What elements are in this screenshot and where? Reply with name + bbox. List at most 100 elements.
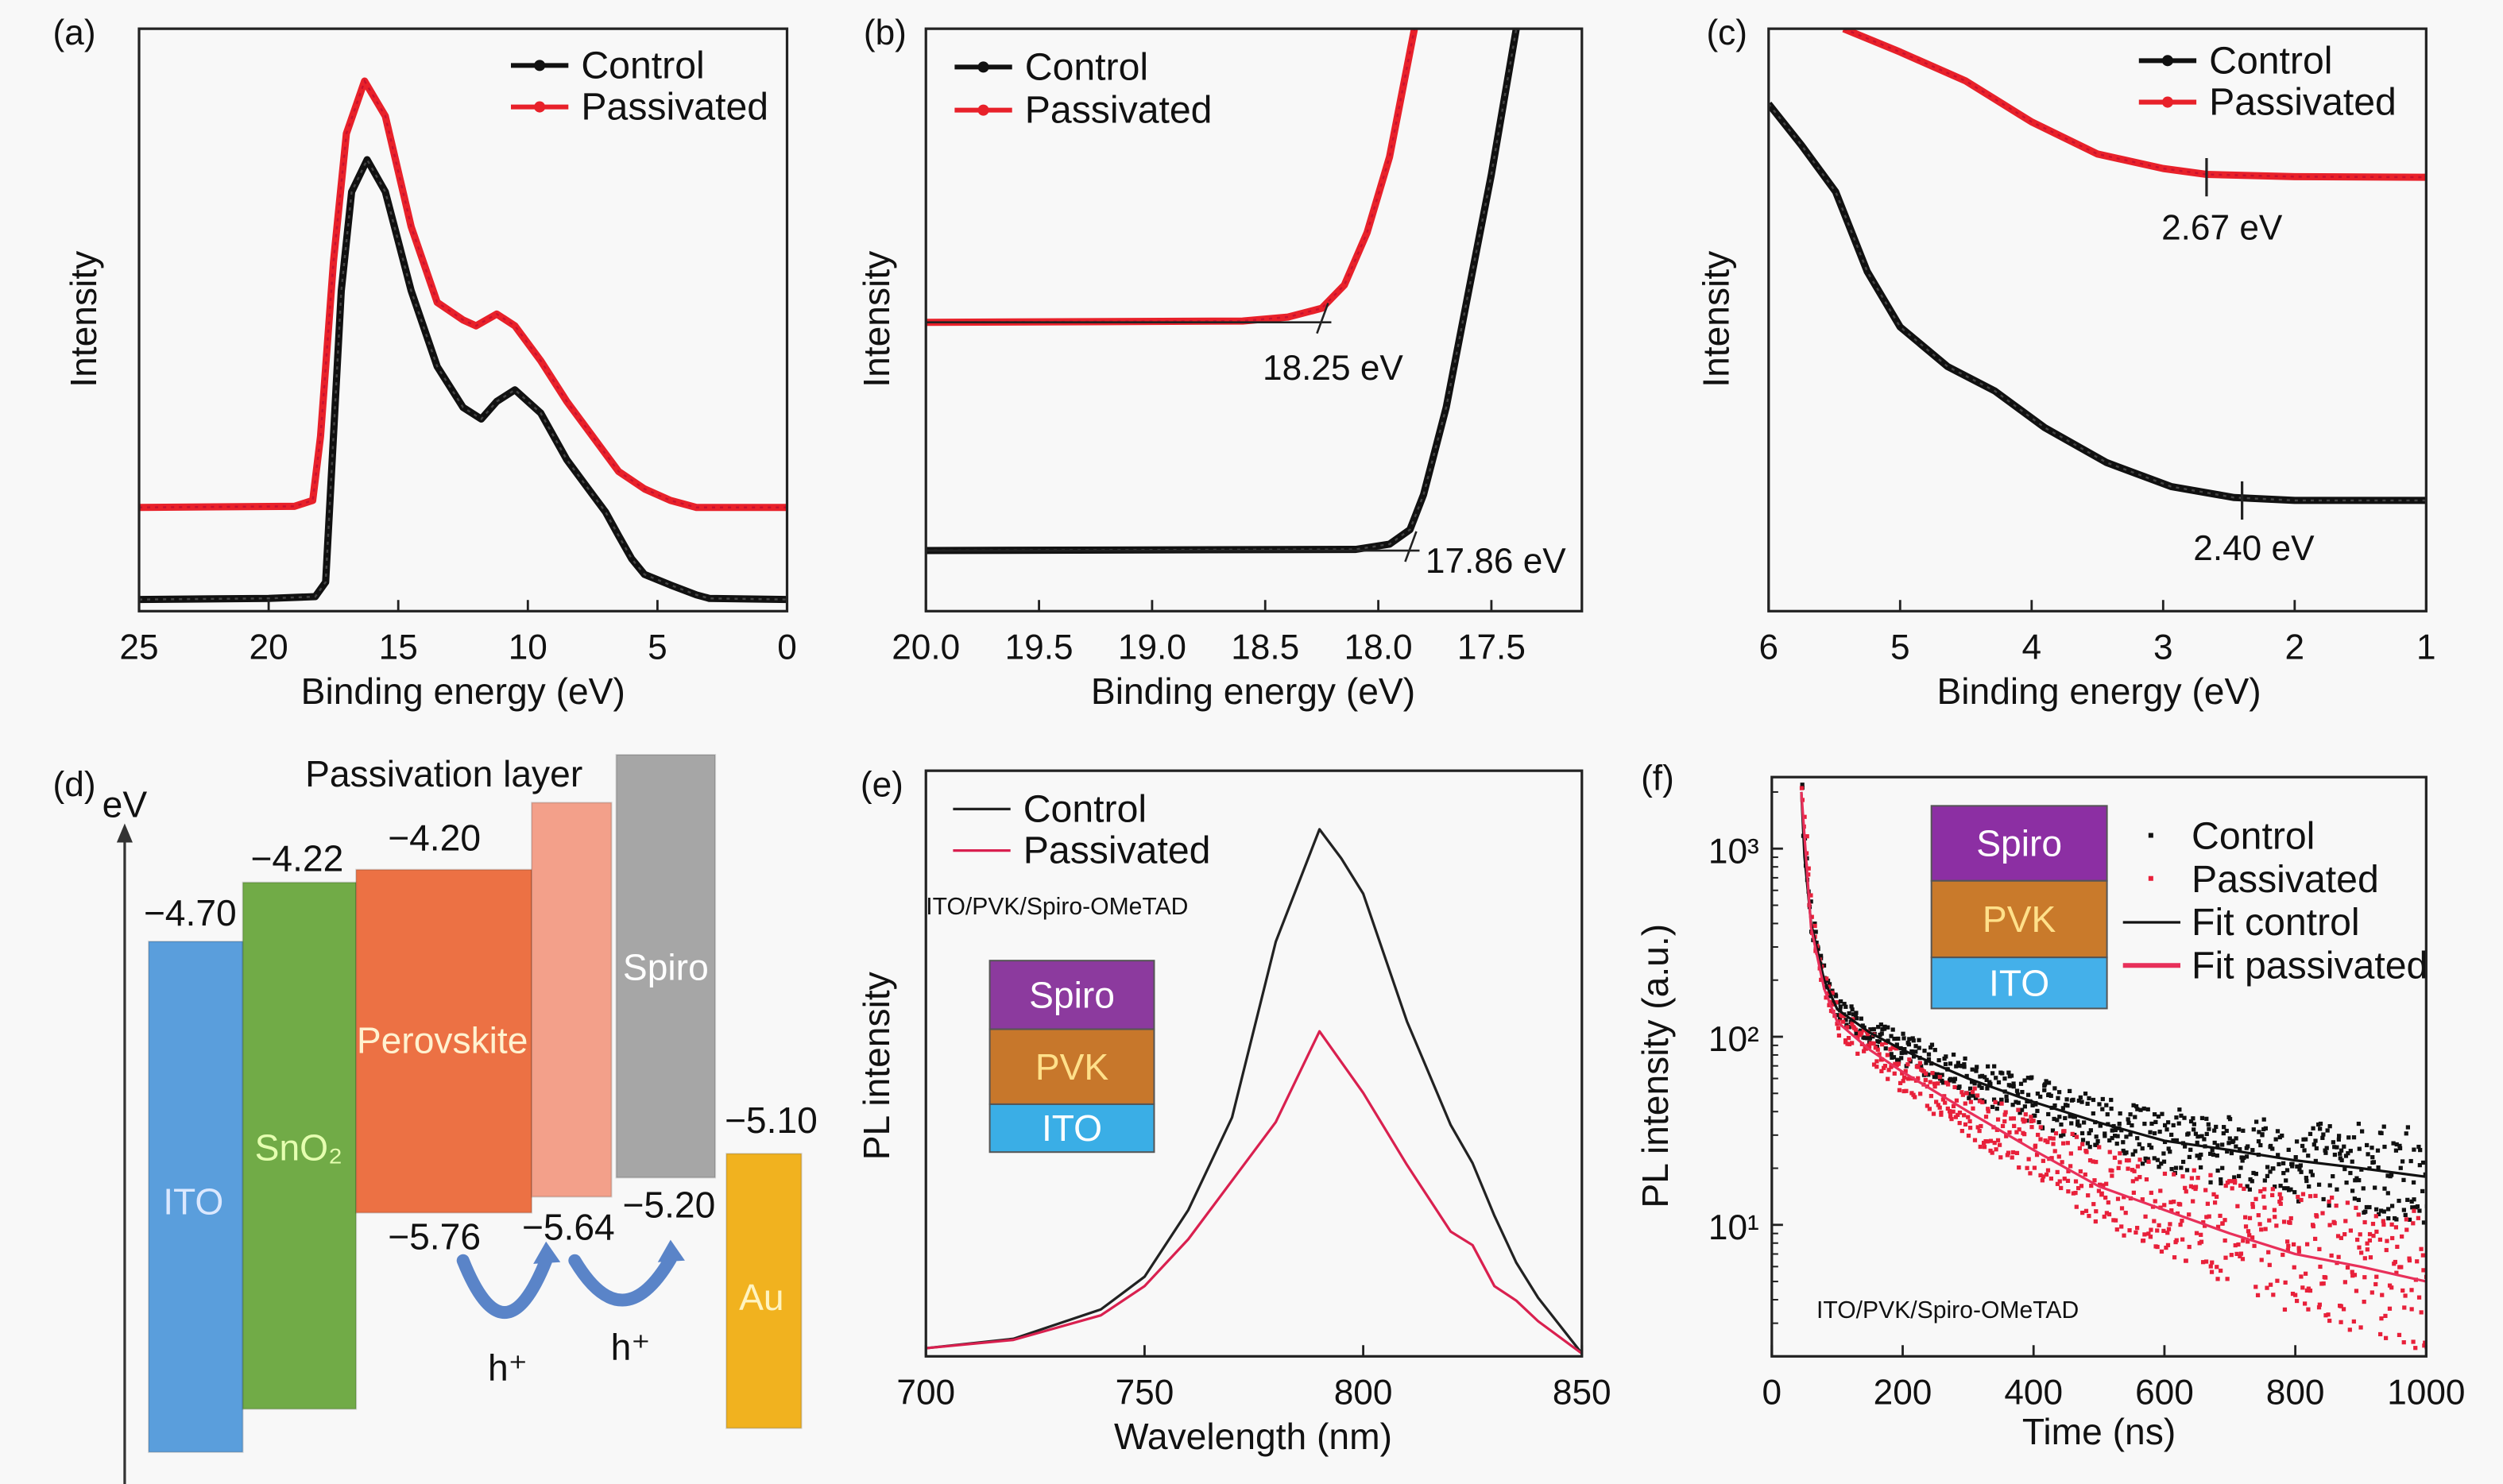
scatter-point	[2152, 1112, 2157, 1117]
scatter-point	[2270, 1146, 2275, 1151]
scatter-point	[1983, 1115, 1989, 1119]
scatter-point	[2055, 1169, 2060, 1174]
energy-level-label: −4.22	[250, 838, 343, 879]
inset-layer-label: Spiro	[1976, 823, 2062, 864]
scatter-point	[1967, 1126, 1973, 1130]
scatter-point	[2339, 1157, 2344, 1163]
scatter-point	[2172, 1255, 2177, 1260]
scatter-point	[1827, 994, 1832, 999]
scatter-point	[2314, 1213, 2319, 1218]
scatter-point	[2403, 1293, 2408, 1298]
scatter-point	[2313, 1138, 2318, 1143]
scatter-point	[2119, 1128, 2124, 1133]
scatter-point	[2262, 1178, 2267, 1183]
scatter-point	[2265, 1165, 2270, 1169]
y-axis-label: Intensity	[1696, 251, 1737, 388]
band-layer-label: Spiro	[623, 946, 709, 987]
series-line-passivated	[926, 29, 1418, 327]
scatter-point	[2300, 1285, 2305, 1290]
scatter-point	[2402, 1305, 2407, 1310]
legend-marker	[534, 101, 546, 113]
scatter-point	[2114, 1141, 2119, 1146]
inset-layer-label: PVK	[1983, 899, 2056, 940]
scatter-point	[2076, 1119, 2080, 1124]
scatter-point	[1878, 1022, 1883, 1027]
x-tick-label: 20.0	[892, 628, 960, 667]
x-tick-label: 18.5	[1231, 628, 1299, 667]
scatter-point	[2203, 1223, 2207, 1228]
x-tick-label: 0	[777, 628, 797, 667]
scatter-point	[2415, 1259, 2420, 1264]
scatter-point	[2227, 1117, 2233, 1122]
scatter-point	[2087, 1096, 2091, 1101]
scatter-point	[2110, 1128, 2114, 1133]
scatter-point	[2174, 1238, 2179, 1242]
scatter-point	[1943, 1061, 1948, 1067]
scatter-point	[2257, 1130, 2261, 1134]
scatter-point	[2279, 1196, 2284, 1201]
scatter-point	[2312, 1142, 2316, 1147]
y-axis-label: Intensity	[856, 251, 897, 388]
scatter-point	[2357, 1245, 2362, 1250]
scatter-point	[2105, 1112, 2110, 1117]
scatter-point	[2338, 1151, 2342, 1156]
scatter-point	[2294, 1139, 2300, 1144]
scatter-point	[2393, 1225, 2399, 1230]
chart-panel: 20.0 19.5 19.0 18.5 18.0 17.5 Binding energy (…	[856, 27, 1584, 712]
scatter-point	[1894, 1042, 1899, 1047]
scatter-point	[2068, 1114, 2072, 1119]
scatter-point	[2308, 1194, 2313, 1199]
scatter-point	[2212, 1140, 2217, 1146]
x-tick-label: 750	[1116, 1374, 1174, 1413]
scatter-point	[2091, 1111, 2095, 1116]
scatter-point	[2235, 1204, 2240, 1208]
scatter-point	[2380, 1293, 2385, 1297]
scatter-point	[2281, 1161, 2286, 1165]
scatter-point	[2242, 1186, 2246, 1192]
scatter-point	[1927, 1107, 1932, 1111]
scatter-point	[1827, 1003, 1832, 1007]
scatter-point	[2377, 1331, 2383, 1337]
scatter-point	[2104, 1103, 2109, 1107]
scatter-point	[2164, 1245, 2168, 1250]
energy-level-label: −5.20	[622, 1184, 715, 1226]
scatter-point	[2352, 1196, 2357, 1201]
energy-level-label: −4.20	[388, 817, 481, 859]
scatter-point	[1939, 1110, 1944, 1115]
scatter-point	[2281, 1252, 2285, 1258]
scatter-point	[2318, 1264, 2323, 1270]
scatter-point	[2339, 1304, 2343, 1308]
x-tick-label: 19.5	[1005, 628, 1074, 667]
arrowhead-icon	[657, 1239, 685, 1262]
energy-level-label: −5.10	[725, 1099, 818, 1141]
scatter-point	[2251, 1170, 2256, 1176]
scatter-point	[2100, 1107, 2105, 1111]
scatter-point	[1943, 1100, 1948, 1105]
hole-transfer-arrow-icon	[568, 1252, 677, 1307]
scatter-point	[2164, 1127, 2169, 1132]
scatter-point	[1962, 1065, 1967, 1069]
scatter-point	[2255, 1293, 2261, 1297]
scatter-point	[2290, 1291, 2296, 1297]
scatter-point	[2195, 1140, 2199, 1145]
scatter-point	[2057, 1179, 2062, 1184]
scatter-point	[1850, 1022, 1855, 1026]
series-line-fit-passivated	[1800, 791, 2427, 1283]
x-tick-label: 800	[1334, 1374, 1393, 1413]
scatter-point	[2250, 1179, 2254, 1184]
scatter-point	[2296, 1194, 2300, 1200]
scatter-point	[2397, 1332, 2402, 1338]
scatter-point	[1977, 1084, 1982, 1088]
scatter-point	[2300, 1192, 2306, 1196]
scatter-point	[2113, 1127, 2118, 1133]
scatter-point	[2187, 1244, 2192, 1250]
scatter-point	[2416, 1144, 2421, 1150]
scatter-point	[2038, 1125, 2043, 1130]
scatter-point	[2336, 1137, 2341, 1142]
scatter-point	[2018, 1081, 2024, 1086]
scatter-point	[2368, 1255, 2373, 1260]
scatter-point	[1896, 1059, 1901, 1064]
scatter-point	[2166, 1227, 2172, 1231]
scatter-point	[2242, 1155, 2246, 1161]
scatter-point	[2130, 1123, 2134, 1128]
